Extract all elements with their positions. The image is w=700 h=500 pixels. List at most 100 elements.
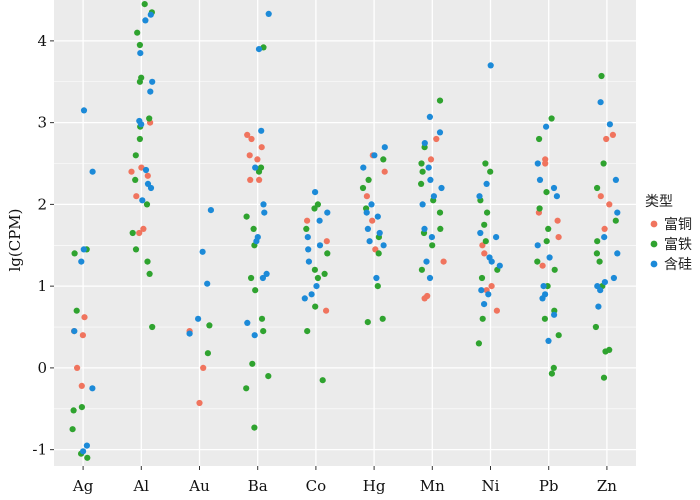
- y-tick-label: 1: [37, 277, 47, 295]
- data-point: [312, 189, 319, 196]
- data-point: [321, 270, 328, 277]
- data-point: [260, 328, 267, 335]
- data-point: [305, 246, 312, 253]
- data-point: [254, 156, 261, 163]
- data-point: [134, 29, 141, 36]
- data-point: [597, 99, 604, 106]
- data-point: [204, 350, 211, 357]
- data-point: [371, 152, 378, 159]
- data-point: [312, 303, 319, 310]
- data-point: [147, 88, 154, 95]
- y-axis: -1 0 1 2 3 4: [32, 32, 54, 459]
- data-point: [609, 131, 617, 138]
- data-point: [369, 217, 376, 224]
- data-point: [595, 303, 602, 310]
- data-point: [133, 193, 140, 200]
- data-point: [594, 238, 601, 245]
- data-point: [250, 225, 257, 232]
- data-point: [428, 234, 435, 241]
- data-point: [316, 217, 323, 224]
- data-point: [553, 193, 561, 200]
- x-tick-label: Au: [188, 477, 210, 495]
- data-point: [252, 287, 259, 294]
- x-tick-label: Mn: [420, 477, 445, 495]
- data-point: [430, 193, 437, 200]
- data-point: [81, 314, 88, 321]
- data-point: [140, 225, 147, 232]
- data-point: [487, 62, 494, 69]
- data-point: [363, 193, 370, 200]
- data-point: [196, 399, 203, 407]
- data-point: [436, 129, 444, 136]
- data-point: [144, 258, 151, 265]
- data-point: [308, 291, 315, 298]
- data-point: [602, 348, 609, 355]
- data-point: [488, 283, 495, 290]
- legend-title: 类型: [645, 194, 673, 210]
- data-point: [143, 201, 151, 208]
- data-point: [606, 201, 613, 208]
- data-point: [376, 229, 383, 237]
- data-point: [249, 360, 256, 367]
- data-point: [601, 234, 608, 241]
- data-point: [132, 152, 139, 159]
- y-tick-label: 0: [37, 359, 47, 377]
- data-point: [364, 225, 371, 232]
- data-point: [493, 307, 500, 314]
- data-point: [482, 238, 489, 245]
- data-point: [539, 295, 546, 302]
- data-point: [311, 266, 318, 273]
- data-point: [550, 184, 558, 192]
- data-point: [69, 426, 76, 433]
- data-point: [138, 121, 145, 128]
- data-point: [484, 209, 491, 216]
- data-point: [129, 229, 136, 237]
- data-point: [305, 258, 312, 265]
- data-point: [380, 242, 387, 249]
- data-point: [146, 270, 153, 277]
- data-point: [324, 250, 331, 257]
- data-point: [548, 115, 555, 122]
- data-point: [488, 258, 495, 265]
- data-point: [493, 234, 500, 241]
- data-point: [195, 315, 202, 322]
- data-point: [600, 160, 607, 167]
- data-point: [375, 250, 382, 257]
- data-point: [146, 115, 153, 122]
- y-tick-label: 3: [37, 114, 47, 132]
- legend-key: [650, 240, 658, 248]
- data-point: [251, 424, 258, 431]
- data-point: [314, 201, 321, 208]
- data-point: [144, 172, 151, 179]
- data-point: [425, 164, 432, 171]
- data-point: [255, 168, 263, 175]
- data-point: [555, 234, 562, 241]
- data-point: [83, 442, 90, 449]
- data-point: [478, 274, 486, 282]
- data-point: [324, 209, 331, 216]
- data-point: [418, 160, 425, 167]
- data-point: [243, 213, 250, 220]
- data-point: [265, 10, 272, 17]
- data-point: [381, 144, 388, 151]
- data-point: [70, 407, 77, 414]
- data-point: [379, 315, 386, 322]
- data-point: [436, 209, 444, 216]
- data-point: [545, 225, 552, 232]
- x-tick-label: Ni: [482, 477, 500, 495]
- data-point: [71, 328, 78, 335]
- data-point: [429, 242, 436, 249]
- data-point: [132, 246, 140, 253]
- data-point: [536, 135, 543, 143]
- data-point: [258, 127, 265, 134]
- data-point: [598, 72, 605, 80]
- data-point: [78, 258, 85, 265]
- data-point: [418, 180, 425, 187]
- data-point: [316, 242, 324, 249]
- data-point: [426, 113, 433, 120]
- data-point: [554, 217, 561, 224]
- data-point: [319, 377, 326, 384]
- data-point: [438, 184, 445, 192]
- data-point: [482, 160, 489, 167]
